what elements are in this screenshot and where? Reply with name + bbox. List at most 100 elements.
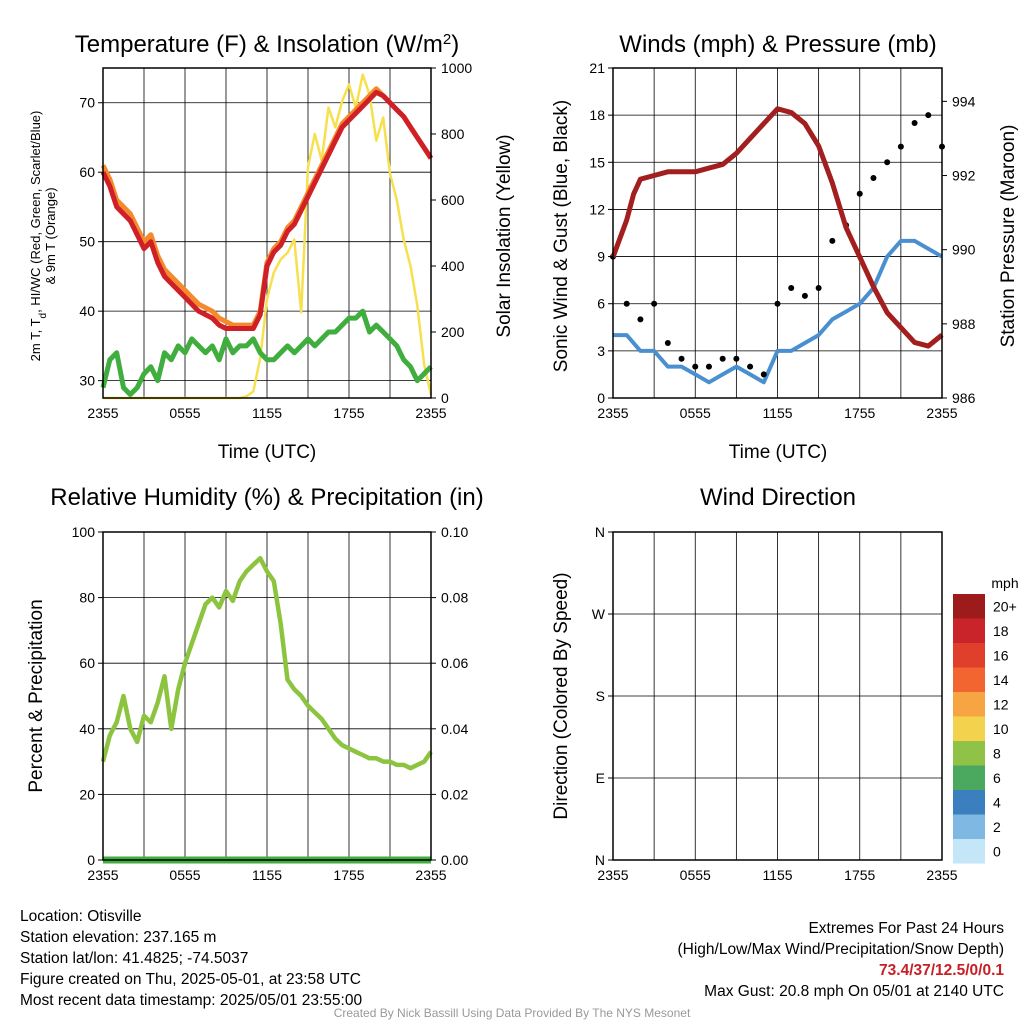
- station-location: Location: Otisville: [20, 908, 142, 925]
- x-tick-label: 2355: [926, 867, 957, 883]
- station-info: Location: Otisville Station elevation: 2…: [20, 906, 362, 1011]
- temperature-series-line: [100, 308, 433, 397]
- plot-frame: [612, 67, 943, 399]
- colorbar-swatch: [953, 765, 985, 790]
- y2-tick-label: 988: [952, 316, 976, 332]
- station-latlon: Station lat/lon: 41.4825; -74.5037: [20, 950, 249, 967]
- y-tick-label: 21: [589, 60, 605, 76]
- colorbar-swatch: [953, 618, 985, 643]
- x-tick-label: 1155: [252, 867, 282, 883]
- y-tick-label: 12: [589, 201, 605, 217]
- y-tick-label: 40: [79, 303, 95, 319]
- sustained-wind-line: [613, 238, 943, 385]
- wind-direction-y-label: Direction (Colored By Speed): [551, 572, 572, 819]
- y2-tick-label: 0.04: [441, 721, 468, 737]
- extremes-title: Extremes For Past 24 Hours: [808, 920, 1004, 937]
- y-tick-label: 20: [79, 786, 95, 802]
- y-tick-label: N: [595, 852, 605, 868]
- pressure-line: [610, 106, 944, 349]
- colorbar-label: 10: [993, 721, 1009, 737]
- y-tick-label: 40: [79, 721, 95, 737]
- y-tick-label: 3: [597, 343, 605, 359]
- x-tick-label: 2355: [415, 405, 446, 421]
- x-tick-label: 2355: [87, 867, 118, 883]
- colorbar-swatch: [953, 790, 985, 815]
- gust-point: [870, 175, 877, 181]
- y2-tick-label: 0.06: [441, 655, 468, 671]
- gust-point: [705, 363, 712, 370]
- colorbar-swatch: [953, 667, 985, 692]
- colorbar-swatch: [953, 814, 985, 839]
- x-tick-label: 1755: [844, 405, 875, 421]
- y-tick-label: 0: [597, 390, 605, 406]
- y2-tick-label: 994: [952, 93, 976, 109]
- colorbar-swatch: [953, 741, 985, 766]
- y2-tick-label: 0.02: [441, 786, 468, 802]
- y2-tick-label: 400: [441, 258, 465, 274]
- x-tick-label: 0555: [680, 867, 711, 883]
- gust-point: [678, 355, 685, 362]
- y2-tick-label: 0: [441, 390, 449, 406]
- y-tick-label: 50: [79, 234, 95, 250]
- gust-point: [651, 300, 658, 307]
- colorbar-label: 14: [993, 672, 1009, 688]
- y2-tick-label: 0.00: [441, 852, 468, 868]
- y2-tick-label: 0.10: [441, 524, 468, 540]
- colorbar-swatch: [953, 716, 985, 741]
- colorbar-label: 8: [993, 745, 1001, 761]
- colorbar-label: 20+: [993, 598, 1017, 614]
- y2-tick-label: 0.08: [441, 590, 468, 606]
- gust-point: [719, 355, 726, 362]
- colorbar-label: 4: [993, 794, 1001, 810]
- y-tick-label: 70: [79, 95, 95, 111]
- colorbar-swatch: [953, 643, 985, 668]
- temperature-y-label-line2: & 9m T (Orange): [43, 187, 58, 284]
- y-tick-label: 100: [72, 524, 96, 540]
- x-tick-label: 0555: [680, 405, 711, 421]
- colorbar-swatch: [953, 594, 985, 619]
- extremes-values: 73.4/37/12.5/0/0.1: [879, 962, 1004, 979]
- speed-colorbar: mph 20+ 18 16 14 12 10 8 6 4 2 0: [953, 575, 1019, 864]
- humidity-line: [100, 555, 433, 771]
- colorbar-unit: mph: [991, 575, 1018, 591]
- y-tick-label: 18: [589, 107, 605, 123]
- y2-tick-label: 200: [441, 324, 465, 340]
- gust-point: [760, 371, 767, 378]
- y2-tick-label: 600: [441, 192, 465, 208]
- y-tick-label: S: [596, 688, 605, 704]
- y-tick-label: 6: [597, 296, 605, 312]
- x-tick-label: 2355: [597, 405, 628, 421]
- gust-point: [692, 363, 699, 370]
- insolation-y2-label: Solar Insolation (Yellow): [494, 134, 515, 337]
- winds-y-label: Sonic Wind & Gust (Blue, Black): [551, 100, 572, 372]
- x-tick-label: 0555: [169, 867, 200, 883]
- winds-panel: Winds (mph) & Pressure (mb) Time (UTC) S…: [551, 31, 1019, 463]
- x-tick-label: 2355: [926, 405, 957, 421]
- gust-point: [733, 355, 740, 362]
- x-tick-label: 1155: [762, 405, 792, 421]
- pressure-y2-label: Station Pressure (Maroon): [998, 125, 1019, 348]
- y-tick-label: W: [592, 606, 606, 622]
- gust-point: [623, 300, 630, 307]
- temperature-series-line: [103, 73, 433, 400]
- gust-point: [788, 285, 795, 291]
- y-tick-label: 80: [79, 590, 95, 606]
- y2-tick-label: 986: [952, 390, 976, 406]
- wind-direction-panel-title: Wind Direction: [700, 484, 856, 511]
- y2-tick-label: 990: [952, 242, 976, 258]
- colorbar-label: 0: [993, 843, 1001, 859]
- wind-direction-panel: Wind Direction Direction (Colored By Spe…: [551, 484, 1019, 883]
- y-tick-label: 15: [589, 154, 605, 170]
- gust-point: [774, 300, 781, 307]
- colorbar-label: 2: [993, 819, 1001, 835]
- gust-point: [815, 285, 822, 291]
- y-tick-label: E: [596, 770, 605, 786]
- temperature-panel: Temperature (F) & Insolation (W/m2) Time…: [28, 31, 515, 464]
- gust-point: [911, 120, 918, 126]
- y-tick-label: N: [595, 524, 605, 540]
- gust-point: [925, 112, 932, 119]
- y2-tick-label: 1000: [441, 60, 472, 76]
- colorbar-label: 18: [993, 623, 1009, 639]
- y2-tick-label: 992: [952, 168, 976, 184]
- humidity-panel-title: Relative Humidity (%) & Precipitation (i…: [50, 484, 483, 511]
